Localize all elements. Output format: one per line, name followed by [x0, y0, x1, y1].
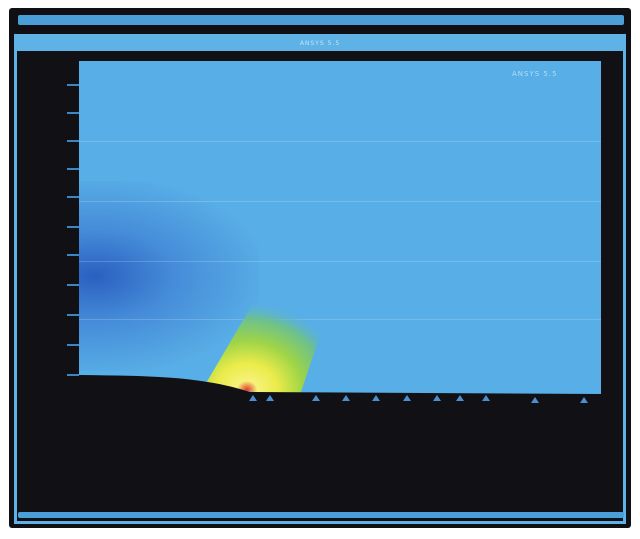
top-stripe — [18, 15, 624, 25]
axis-tick — [67, 140, 79, 142]
y-axis — [67, 84, 79, 384]
axis-tick — [67, 374, 79, 376]
bottom-stripe — [18, 512, 624, 518]
ground-surface — [79, 375, 601, 435]
axis-tick — [67, 314, 79, 316]
grid-line — [79, 201, 601, 202]
axis-tick — [67, 112, 79, 114]
window-title: ANSYS 5.5 — [17, 37, 623, 51]
grid-line — [79, 141, 601, 142]
grid-line — [79, 319, 601, 320]
axis-tick — [67, 254, 79, 256]
ansys-tag: ANSYS 5.5 — [512, 70, 558, 78]
grid-line — [79, 261, 601, 262]
axis-tick — [67, 196, 79, 198]
low-stress-region — [79, 181, 259, 371]
axis-tick — [67, 344, 79, 346]
stress-contour-plot — [79, 61, 601, 399]
axis-tick — [67, 226, 79, 228]
axis-tick — [67, 168, 79, 170]
axis-tick — [67, 284, 79, 286]
high-stress-region — [205, 290, 325, 395]
axis-tick — [67, 84, 79, 86]
